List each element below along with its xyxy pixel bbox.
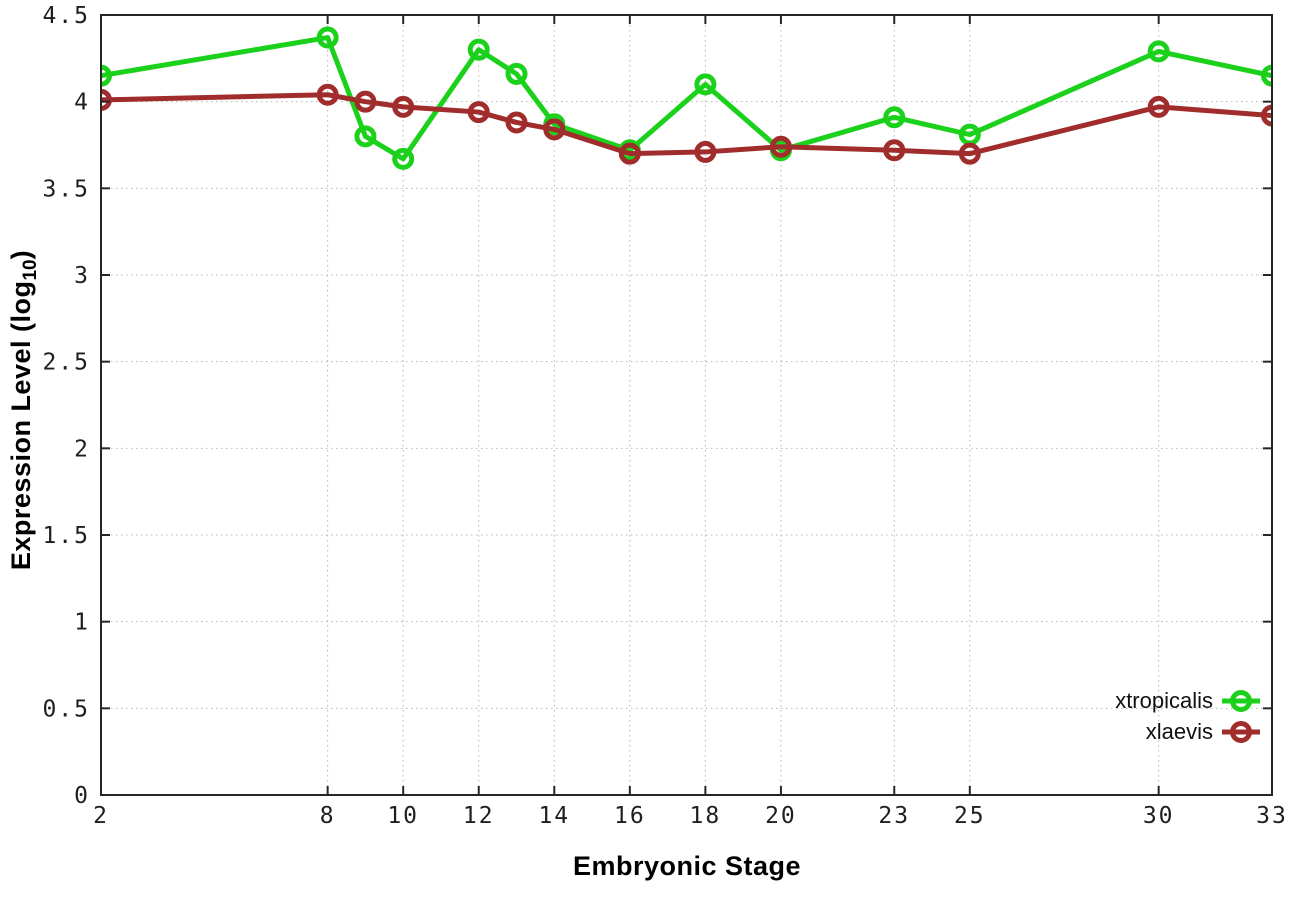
data-point-marker bbox=[543, 118, 566, 141]
data-point-marker bbox=[1147, 95, 1170, 118]
data-point-marker bbox=[1147, 40, 1170, 63]
y-tick-label: 3 bbox=[74, 263, 90, 289]
x-tick-label: 8 bbox=[320, 803, 336, 829]
y-tick-label: 2 bbox=[74, 436, 90, 462]
data-point-marker bbox=[101, 64, 112, 87]
x-tick-label: 10 bbox=[387, 803, 419, 829]
series-xlaevis bbox=[101, 83, 1272, 165]
data-point-marker bbox=[769, 135, 792, 158]
x-tick-label: 23 bbox=[878, 803, 910, 829]
data-point-marker bbox=[694, 140, 717, 163]
y-axis-title-text: Expression Level (log10) bbox=[6, 250, 42, 570]
data-point-marker bbox=[392, 147, 415, 170]
y-axis-title-sub: 10 bbox=[20, 259, 41, 281]
data-point-marker bbox=[694, 73, 717, 96]
data-point-marker bbox=[392, 95, 415, 118]
data-point-marker bbox=[1261, 104, 1272, 127]
data-point-marker bbox=[505, 62, 528, 85]
x-tick-label: 25 bbox=[954, 803, 986, 829]
data-point-marker bbox=[467, 101, 490, 124]
line-circle-marker-icon bbox=[1222, 689, 1260, 712]
x-tick-label: 30 bbox=[1143, 803, 1175, 829]
data-point-marker bbox=[467, 38, 490, 61]
x-tick-label: 2 bbox=[93, 803, 109, 829]
x-tick-label: 33 bbox=[1256, 803, 1288, 829]
y-tick-label: 3.5 bbox=[42, 176, 90, 202]
y-tick-label: 0.5 bbox=[42, 696, 90, 722]
data-point-marker bbox=[354, 90, 377, 113]
data-point-marker bbox=[505, 111, 528, 134]
y-tick-label: 1.5 bbox=[42, 523, 90, 549]
x-tick-label: 12 bbox=[463, 803, 495, 829]
tick-labels: 2 8 10 12 14 16 18 20 23 25 30 33 0 0.5 1 1.5 2 2.5 3 3.5 4 4… bbox=[42, 3, 1288, 829]
data-point-marker bbox=[958, 142, 981, 165]
y-tick-label: 1 bbox=[74, 610, 90, 636]
data-point-marker bbox=[101, 88, 112, 111]
data-point-marker bbox=[883, 139, 906, 162]
data-point-marker bbox=[316, 26, 339, 49]
x-tick-label: 18 bbox=[690, 803, 722, 829]
line-circle-marker-icon bbox=[1222, 720, 1260, 743]
y-tick-label: 4.5 bbox=[42, 3, 90, 29]
y-tick-label: 2.5 bbox=[42, 350, 90, 376]
data-point-marker bbox=[316, 83, 339, 106]
tick-marks bbox=[100, 14, 1273, 796]
legend-item-xtropicalis: xtropicalis bbox=[1115, 686, 1260, 715]
data-point-marker bbox=[618, 142, 641, 165]
legend: xtropicalis xlaevis bbox=[1115, 686, 1260, 746]
y-tick-label: 4 bbox=[74, 90, 90, 116]
y-axis-title-close: ) bbox=[6, 249, 36, 260]
x-tick-label: 20 bbox=[765, 803, 797, 829]
legend-item-xlaevis: xlaevis bbox=[1146, 717, 1260, 746]
data-point-marker bbox=[1261, 64, 1272, 87]
x-tick-label: 14 bbox=[538, 803, 570, 829]
legend-label-xtropicalis: xtropicalis bbox=[1115, 687, 1213, 713]
data-point-marker bbox=[883, 106, 906, 129]
plot-border bbox=[100, 14, 1273, 796]
x-axis-title: Embryonic Stage bbox=[572, 851, 802, 881]
y-tick-label: 0 bbox=[74, 783, 90, 809]
y-axis-title-main: Expression Level (log bbox=[6, 280, 36, 571]
data-point-marker bbox=[354, 125, 377, 148]
legend-label-xlaevis: xlaevis bbox=[1145, 718, 1213, 744]
x-tick-label: 16 bbox=[614, 803, 646, 829]
